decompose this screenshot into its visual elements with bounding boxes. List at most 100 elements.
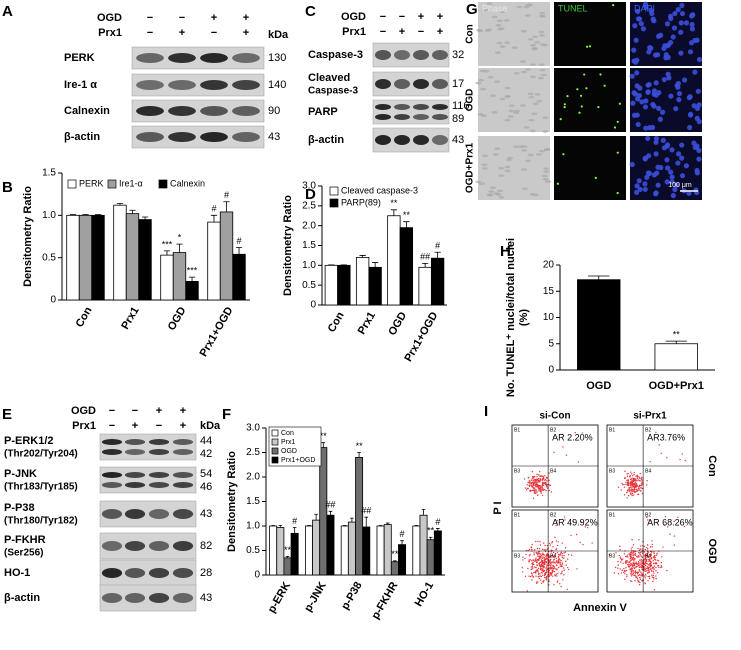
event-dot (531, 560, 533, 562)
blot-band (413, 114, 429, 120)
event-dot (536, 552, 538, 555)
event-dot (639, 578, 642, 580)
event-dot (535, 489, 537, 491)
event-dot (553, 556, 556, 559)
event-dot (536, 485, 539, 487)
event-dot (539, 470, 541, 473)
event-dot (553, 584, 555, 586)
blot-band (124, 593, 146, 603)
treatment-label: OGD (71, 405, 96, 417)
event-dot (652, 559, 654, 562)
event-dot (551, 554, 554, 556)
event-dot (528, 555, 531, 557)
event-dot (619, 556, 622, 558)
event-dot (533, 560, 536, 562)
blot-band (432, 79, 448, 89)
event-dot (631, 552, 633, 554)
phase-cell (532, 102, 539, 106)
event-dot (542, 488, 544, 490)
phase-cell (524, 14, 531, 17)
event-dot (553, 451, 555, 454)
event-dot (635, 571, 638, 573)
event-dot (538, 481, 540, 483)
event-dot (539, 544, 542, 546)
event-dot (657, 559, 659, 562)
event-dot (631, 486, 633, 488)
phase-cell (505, 158, 512, 162)
event-dot (649, 546, 652, 548)
event-dot (660, 452, 662, 455)
dapi-nucleus (687, 112, 694, 118)
phase-cell (521, 145, 528, 148)
error-bar (116, 203, 124, 206)
event-dot (636, 563, 638, 565)
phase-cell (521, 187, 528, 190)
phase-cell (519, 60, 526, 63)
y-tick-label: 2.0 (302, 220, 316, 231)
phase-cell (531, 112, 538, 115)
event-dot (637, 493, 640, 496)
event-dot (540, 579, 542, 581)
column-label: si-Con (539, 411, 570, 422)
event-dot (542, 475, 544, 478)
event-dot (556, 552, 559, 554)
phase-cell (529, 129, 536, 133)
event-dot (528, 575, 530, 577)
event-dot (646, 566, 648, 568)
event-dot (543, 563, 545, 565)
event-dot (548, 567, 550, 570)
x-tick-label: OGD+Prx1 (649, 380, 704, 392)
significance: ** (427, 526, 435, 536)
event-dot (542, 556, 544, 558)
event-dot (544, 544, 546, 547)
phase-cell (530, 43, 537, 47)
event-dot (645, 556, 647, 558)
event-dot (564, 551, 567, 553)
event-dot (539, 568, 542, 571)
event-dot (538, 547, 541, 550)
event-dot (650, 553, 653, 556)
protein-label: β-actin (64, 131, 100, 143)
event-dot (653, 589, 656, 591)
panel-letter: G (466, 1, 478, 18)
event-dot (548, 572, 550, 574)
kda-value: 44 (200, 435, 212, 447)
event-dot (563, 516, 566, 518)
event-dot (647, 568, 650, 570)
event-dot (548, 542, 551, 545)
legend-label: Calnexin (170, 178, 205, 188)
event-dot (542, 581, 544, 583)
event-dot (644, 564, 647, 567)
event-dot (646, 554, 649, 556)
blot-band (101, 439, 123, 445)
event-dot (651, 574, 653, 576)
event-dot (641, 566, 643, 569)
phase-cell (480, 87, 487, 91)
blot-band (148, 449, 170, 455)
event-dot (530, 482, 532, 485)
phase-cell (531, 46, 538, 50)
event-dot (567, 568, 570, 571)
event-dot (645, 575, 647, 577)
event-dot (666, 526, 669, 528)
event-dot (544, 479, 547, 481)
dapi-nucleus (642, 181, 648, 187)
bar (340, 525, 349, 576)
treatment-sign: − (109, 405, 115, 417)
phase-cell (503, 19, 510, 22)
dapi-nucleus (688, 13, 695, 19)
y-tick-label: 0 (254, 570, 260, 581)
dapi-nucleus (648, 45, 654, 51)
event-dot (638, 566, 641, 569)
column-label: Phase (482, 3, 508, 13)
y-tick-label: 0 (310, 300, 316, 311)
dapi-nucleus (679, 2, 685, 9)
event-dot (633, 571, 635, 573)
event-dot (652, 556, 655, 559)
event-dot (646, 572, 649, 574)
phase-cell (488, 190, 495, 193)
phase-cell (481, 167, 488, 170)
dapi-nucleus (683, 163, 690, 169)
event-dot (534, 475, 536, 478)
